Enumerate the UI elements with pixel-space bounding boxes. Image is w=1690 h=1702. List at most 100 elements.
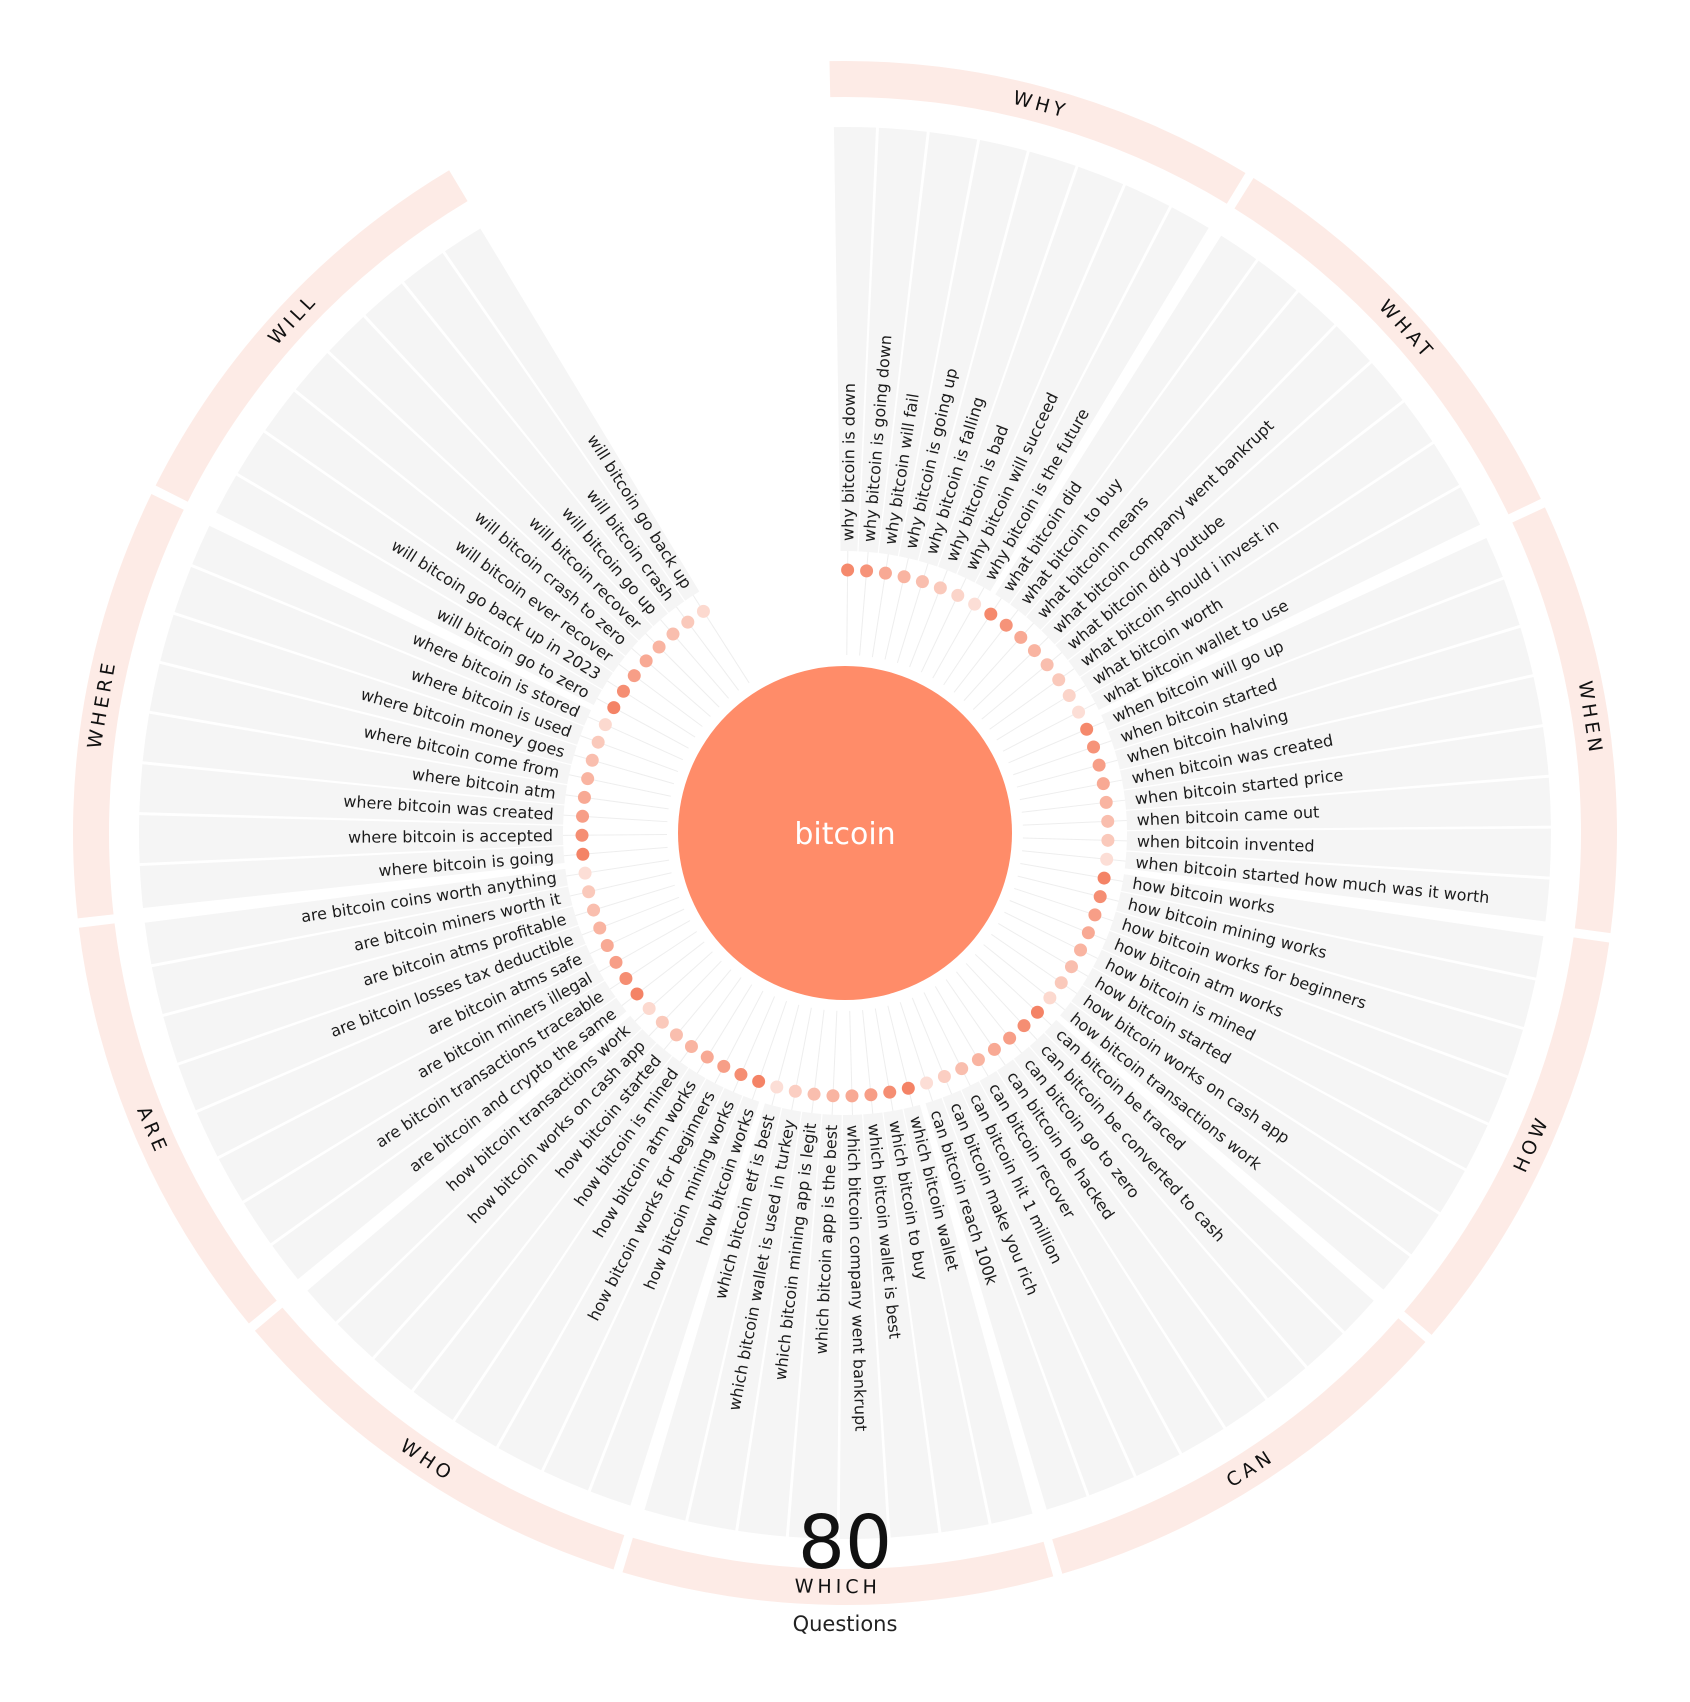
question-segment[interactable] [404, 252, 685, 613]
question-segment[interactable] [237, 432, 613, 690]
question-segment[interactable] [138, 815, 564, 864]
question-popularity-dot [696, 604, 710, 618]
question-segment[interactable] [1123, 727, 1549, 810]
question-segment[interactable] [374, 1043, 672, 1391]
question-segment[interactable] [1093, 949, 1488, 1169]
question-segment[interactable] [839, 1114, 888, 1539]
question-segment[interactable] [1121, 874, 1544, 978]
question-segment[interactable] [413, 1056, 689, 1420]
question-segment[interactable] [218, 963, 605, 1201]
question-popularity-dot [1101, 833, 1115, 847]
question-segment[interactable] [444, 228, 700, 601]
question-segment[interactable] [139, 846, 565, 909]
question-segment[interactable] [1029, 1032, 1343, 1367]
question-segment[interactable] [858, 127, 927, 553]
question-segment[interactable] [833, 127, 877, 552]
question-segment[interactable] [995, 235, 1257, 604]
question-popularity-dot [1074, 943, 1088, 957]
question-segment[interactable] [975, 207, 1209, 592]
question-segment[interactable] [1060, 1002, 1410, 1290]
question-segment[interactable] [898, 140, 1027, 561]
question-segment[interactable] [688, 1107, 802, 1531]
question-popularity-dot [968, 597, 982, 611]
question-segment[interactable] [903, 1104, 1033, 1524]
question-popularity-dot [666, 627, 680, 641]
question-segment[interactable] [883, 1109, 989, 1533]
question-popularity-dot [1097, 871, 1111, 885]
question-segment[interactable] [1082, 968, 1465, 1213]
question-segment[interactable] [942, 1090, 1134, 1496]
question-segment[interactable] [961, 1081, 1180, 1476]
question-popularity-dot [999, 618, 1013, 632]
question-segment[interactable] [925, 1097, 1087, 1510]
question-segment[interactable] [938, 166, 1124, 574]
question-popularity-dot [1043, 991, 1057, 1005]
question-segment[interactable] [863, 1112, 939, 1538]
question-popularity-dot [593, 921, 607, 935]
question-popularity-dot [681, 615, 695, 629]
question-segment[interactable] [365, 283, 668, 627]
question-segment[interactable] [957, 185, 1170, 583]
question-segment[interactable] [1109, 911, 1523, 1076]
question-segment[interactable] [196, 944, 595, 1157]
question-segment[interactable] [1090, 487, 1481, 710]
question-segment[interactable] [272, 997, 627, 1280]
question-segment[interactable] [151, 886, 573, 1014]
question-segment[interactable] [455, 1068, 706, 1447]
question-segment[interactable] [1044, 1019, 1374, 1332]
question-segment[interactable] [1126, 828, 1551, 877]
question-segment[interactable] [178, 925, 586, 1111]
question-segment[interactable] [149, 663, 572, 785]
question-segment[interactable] [1080, 443, 1460, 694]
question-segment[interactable] [644, 1103, 782, 1521]
question-segment[interactable] [918, 151, 1076, 567]
question-segment[interactable] [738, 1111, 822, 1537]
question-segment[interactable] [1108, 579, 1520, 750]
question-segment[interactable] [1071, 985, 1439, 1255]
question-segment[interactable] [192, 525, 592, 726]
question-segment[interactable] [144, 868, 568, 965]
question-segment[interactable] [1068, 402, 1433, 677]
question-popularity-dot [971, 1053, 985, 1067]
category-ring-arc-what [1234, 177, 1541, 515]
question-segment[interactable] [1124, 851, 1550, 922]
question-segment[interactable] [1120, 676, 1543, 790]
question-segment[interactable] [163, 906, 579, 1063]
question-segment[interactable] [1055, 363, 1403, 661]
question-segment[interactable] [329, 316, 653, 641]
question-segment[interactable] [1114, 627, 1533, 770]
question-segment[interactable] [160, 614, 577, 765]
question-segment[interactable] [979, 1071, 1224, 1454]
question-segment[interactable] [174, 566, 584, 745]
question-segment[interactable] [1041, 326, 1370, 645]
question-segment[interactable] [590, 1096, 760, 1506]
question-popularity-dot [1017, 1019, 1031, 1033]
question-segment[interactable] [1102, 930, 1508, 1123]
question-segment[interactable] [215, 475, 602, 705]
question-label: when bitcoin invented [1137, 832, 1315, 856]
question-segment[interactable] [265, 391, 625, 673]
question-popularity-dot [951, 588, 965, 602]
question-segment[interactable] [142, 713, 568, 805]
question-popularity-dot [576, 847, 590, 861]
question-segment[interactable] [878, 132, 978, 556]
category-label-which: WHICH [795, 1576, 881, 1599]
question-popularity-dot [642, 1002, 656, 1016]
question-segment[interactable] [543, 1088, 743, 1491]
question-popularity-dot [598, 718, 612, 732]
question-segment[interactable] [1126, 777, 1551, 831]
question-segment[interactable] [498, 1078, 724, 1471]
question-segment[interactable] [139, 764, 565, 825]
question-segment[interactable] [1010, 260, 1297, 617]
question-segment[interactable] [997, 1059, 1266, 1428]
question-segment[interactable] [337, 1029, 657, 1358]
center-keyword-circle[interactable] [678, 666, 1012, 1000]
question-segment[interactable] [243, 980, 616, 1244]
question-segment[interactable] [295, 353, 639, 656]
question-segment[interactable] [1101, 537, 1503, 731]
question-segment[interactable] [1026, 292, 1335, 630]
question-segment[interactable] [1116, 891, 1536, 1028]
question-segment[interactable] [307, 1015, 642, 1322]
question-segment[interactable] [788, 1114, 842, 1539]
question-segment[interactable] [1013, 1046, 1306, 1399]
